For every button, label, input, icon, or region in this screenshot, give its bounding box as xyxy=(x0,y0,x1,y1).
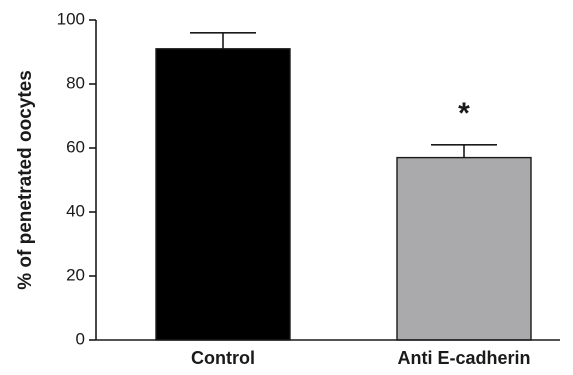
x-category-label: Anti E-cadherin xyxy=(397,348,530,368)
bars-layer xyxy=(155,31,532,341)
y-tick-label: 40 xyxy=(66,201,85,220)
axes-layer xyxy=(89,19,560,341)
y-tick-label: 20 xyxy=(66,265,85,284)
y-tick-label: 100 xyxy=(57,9,85,28)
y-tick-label: 0 xyxy=(76,329,85,348)
y-tick-label: 80 xyxy=(66,73,85,92)
y-axis-title-group: % of penetrated oocytes xyxy=(15,70,36,290)
labels-layer: 0 20 40 60 80 100 Control Anti E-cadherin * xyxy=(57,9,531,368)
bar xyxy=(396,156,532,341)
bar xyxy=(155,48,291,341)
x-category-label: Control xyxy=(191,348,255,368)
y-tick-label: 60 xyxy=(66,137,85,156)
y-axis-title: % of penetrated oocytes xyxy=(15,70,36,290)
significance-marker: * xyxy=(458,97,470,130)
